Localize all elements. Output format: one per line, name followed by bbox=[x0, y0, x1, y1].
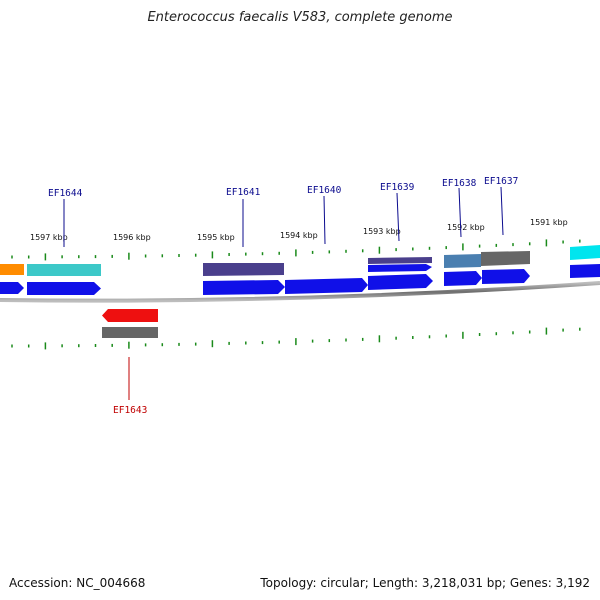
label-leaders bbox=[63, 186, 504, 400]
kbp-label: 1593 kbp bbox=[363, 227, 401, 236]
gene-arrow-forward[interactable] bbox=[368, 264, 432, 272]
gene-label-ef1641[interactable]: EF1641 bbox=[226, 187, 261, 198]
gene-arrow-forward[interactable] bbox=[0, 282, 24, 294]
gene-label-ef1640[interactable]: EF1640 bbox=[307, 185, 342, 196]
cog-bar-cyan[interactable] bbox=[27, 264, 101, 276]
gene-arrow-forward[interactable] bbox=[368, 274, 433, 290]
gene-arrow-forward[interactable] bbox=[27, 282, 101, 295]
gene-arrow-forward[interactable] bbox=[285, 278, 368, 294]
gene-label-ef1639[interactable]: EF1639 bbox=[380, 182, 415, 193]
cog-bar-orange[interactable] bbox=[0, 264, 24, 275]
cog-bar-bright-cyan[interactable] bbox=[570, 245, 600, 260]
gene-label-ef1637[interactable]: EF1637 bbox=[484, 176, 518, 187]
gene-arrow-forward[interactable] bbox=[444, 271, 482, 286]
scale-ticks-bottom bbox=[11, 327, 581, 350]
kbp-label: 1594 kbp bbox=[280, 231, 318, 240]
scale-labels: 1597 kbp 1596 kbp 1595 kbp 1594 kbp 1593… bbox=[30, 218, 568, 242]
kbp-label: 1596 kbp bbox=[113, 233, 151, 242]
forward-genes bbox=[0, 264, 600, 295]
gene-arrow-forward[interactable] bbox=[203, 280, 285, 295]
genome-summary: Topology: circular; Length: 3,218,031 bp… bbox=[260, 576, 590, 590]
cog-bar-slate[interactable] bbox=[203, 263, 284, 276]
cog-bars bbox=[0, 245, 600, 338]
gene-arrow-forward[interactable] bbox=[482, 269, 530, 284]
kbp-label: 1592 kbp bbox=[447, 223, 485, 232]
kbp-label: 1597 kbp bbox=[30, 233, 68, 242]
cog-bar-slate[interactable] bbox=[368, 257, 432, 264]
kbp-label: 1591 kbp bbox=[530, 218, 568, 227]
gene-label-ef1638[interactable]: EF1638 bbox=[442, 178, 477, 189]
cog-bar-steel[interactable] bbox=[444, 254, 481, 268]
accession-text: Accession: NC_004668 bbox=[9, 576, 146, 590]
kbp-label: 1595 kbp bbox=[197, 233, 235, 242]
gene-arrow-forward[interactable] bbox=[570, 264, 600, 278]
scale-ticks-top bbox=[11, 239, 581, 261]
map-title: Enterococcus faecalis V583, complete gen… bbox=[147, 10, 453, 25]
gene-labels: EF1644 EF1641 EF1640 EF1639 EF1638 EF163… bbox=[48, 176, 518, 416]
cog-bar-gray[interactable] bbox=[102, 327, 158, 338]
gene-arrow-reverse[interactable] bbox=[102, 309, 158, 322]
gene-label-ef1644[interactable]: EF1644 bbox=[48, 188, 83, 199]
genome-backbone bbox=[0, 281, 600, 303]
cog-bar-gray[interactable] bbox=[481, 251, 530, 266]
gene-label-ef1643[interactable]: EF1643 bbox=[113, 405, 147, 416]
